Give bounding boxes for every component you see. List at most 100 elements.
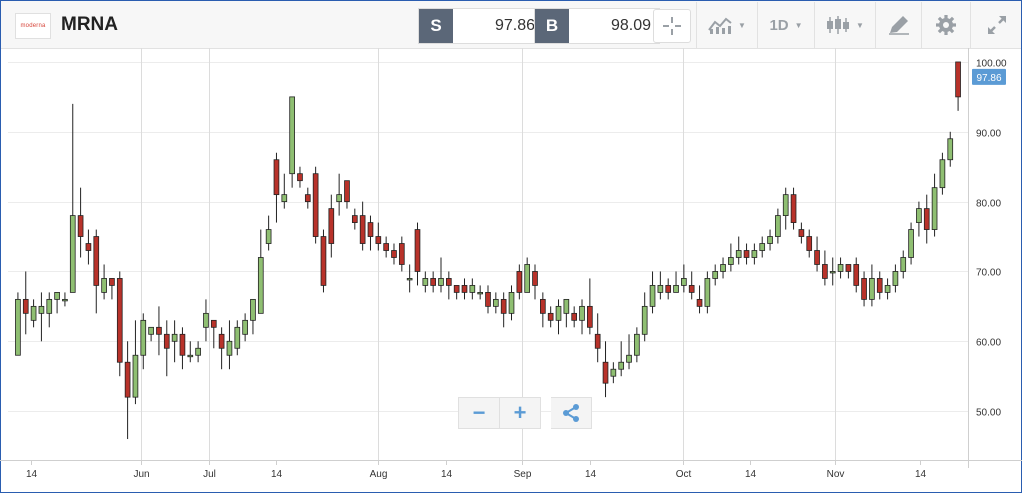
zoom-controls: − + — [458, 397, 592, 429]
drawing-tools-button[interactable] — [875, 2, 921, 48]
zoom-in-button[interactable]: + — [500, 397, 541, 429]
candle-down — [320, 236, 327, 286]
candle-down — [179, 333, 186, 356]
candle-up — [657, 285, 664, 293]
crosshair-button[interactable] — [653, 9, 691, 43]
candle-down — [367, 222, 374, 237]
candle-up — [242, 319, 248, 335]
candle-up — [931, 187, 938, 230]
x-tick-label: 14 — [585, 469, 597, 480]
candle-up — [406, 278, 413, 281]
candle-down — [77, 215, 84, 237]
candle-up — [54, 292, 60, 300]
sell-price-box[interactable]: S 97.86 — [418, 8, 544, 44]
candle-up — [900, 257, 907, 272]
x-tick-label: 14 — [441, 469, 453, 480]
current-price-tag — [972, 68, 1006, 85]
candle-down — [853, 264, 860, 286]
buy-label[interactable]: B — [535, 9, 569, 43]
candle-down — [806, 236, 813, 251]
candle-down — [156, 326, 162, 335]
y-tick-label: 90.00 — [976, 129, 1001, 140]
candle-down — [822, 264, 828, 279]
candle-up — [916, 208, 922, 223]
candle-down — [116, 278, 123, 363]
fullscreen-button[interactable] — [970, 2, 1022, 48]
candle-down — [218, 333, 225, 349]
candle-up — [626, 354, 632, 363]
chevron-down-icon: ▼ — [738, 20, 746, 30]
candle-down — [273, 159, 280, 196]
candle-up — [226, 340, 233, 356]
expand-icon — [987, 16, 1006, 34]
buy-price-box[interactable]: B 98.09 — [534, 8, 660, 44]
logo-text: moderna — [20, 23, 46, 29]
candle-up — [289, 96, 295, 175]
y-tick-label: 70.00 — [976, 268, 1001, 279]
candle-down — [500, 298, 507, 314]
y-tick-label: 100.00 — [976, 59, 1007, 70]
toolbar: moderna MRNA S 97.86 B 98.09 ▼ 1D ▼ ▼ — [1, 1, 1021, 49]
candle-down — [602, 361, 609, 384]
candle-up — [15, 298, 21, 356]
candle-down — [124, 361, 131, 398]
zoom-out-button[interactable]: − — [458, 397, 500, 429]
candle-up — [148, 326, 154, 335]
y-tick-label: 50.00 — [976, 408, 1001, 419]
candle-up — [281, 194, 288, 203]
candle-up — [438, 278, 444, 286]
candle-up — [939, 159, 946, 189]
candle-down — [304, 194, 311, 203]
candle-up — [618, 361, 625, 370]
candle-up — [634, 333, 640, 356]
candle-up — [775, 215, 781, 237]
candle-down — [861, 278, 867, 300]
share-icon — [563, 404, 579, 422]
candle-up — [46, 298, 53, 314]
candle-up — [132, 354, 139, 398]
candle-up — [673, 285, 679, 293]
x-tick-label: Nov — [827, 469, 845, 480]
indicators-icon — [708, 17, 732, 34]
sell-label[interactable]: S — [419, 9, 453, 43]
price-chart[interactable]: 100.00 90.00 80.00 70.00 60.00 50.00 14 Jun Jul 1… — [0, 48, 1022, 493]
candle-up — [837, 264, 844, 272]
candle-down — [430, 278, 436, 286]
x-tick-label: 14 — [745, 469, 757, 480]
company-logo: moderna — [15, 13, 51, 39]
timeframe-label: 1D — [769, 16, 789, 34]
candle-up — [649, 285, 656, 307]
settings-button[interactable] — [921, 2, 970, 48]
candle-down — [93, 236, 100, 286]
candle-down — [210, 319, 217, 328]
y-tick-label: 60.00 — [976, 338, 1001, 349]
sell-price[interactable]: 97.86 — [494, 17, 535, 34]
ticker-symbol: MRNA — [61, 14, 118, 35]
candle-up — [62, 298, 68, 302]
buy-price[interactable]: 98.09 — [610, 17, 651, 34]
share-button[interactable] — [551, 397, 592, 429]
candle-up — [265, 229, 272, 244]
candle-up — [681, 278, 687, 286]
candle-up — [947, 138, 954, 161]
candle-up — [869, 278, 875, 300]
candle-down — [532, 271, 538, 286]
candle-down — [485, 292, 491, 307]
candle-down — [344, 180, 350, 203]
candle-down — [571, 312, 578, 321]
candle-down — [845, 264, 852, 272]
candle-down — [665, 285, 672, 293]
indicators-button[interactable]: ▼ — [696, 2, 757, 48]
chevron-down-icon: ▼ — [856, 20, 864, 30]
candle-up — [508, 292, 515, 314]
candle-up — [38, 305, 45, 314]
candle-up — [579, 305, 585, 321]
candle-up — [422, 278, 429, 286]
candle-down — [516, 271, 523, 293]
current-price-label: 97.86 — [976, 73, 1001, 84]
candle-down — [814, 250, 820, 265]
chart-type-button[interactable]: ▼ — [814, 2, 875, 48]
candle-down — [876, 278, 883, 293]
timeframe-selector[interactable]: 1D ▼ — [757, 2, 814, 48]
candle-down — [109, 278, 115, 286]
